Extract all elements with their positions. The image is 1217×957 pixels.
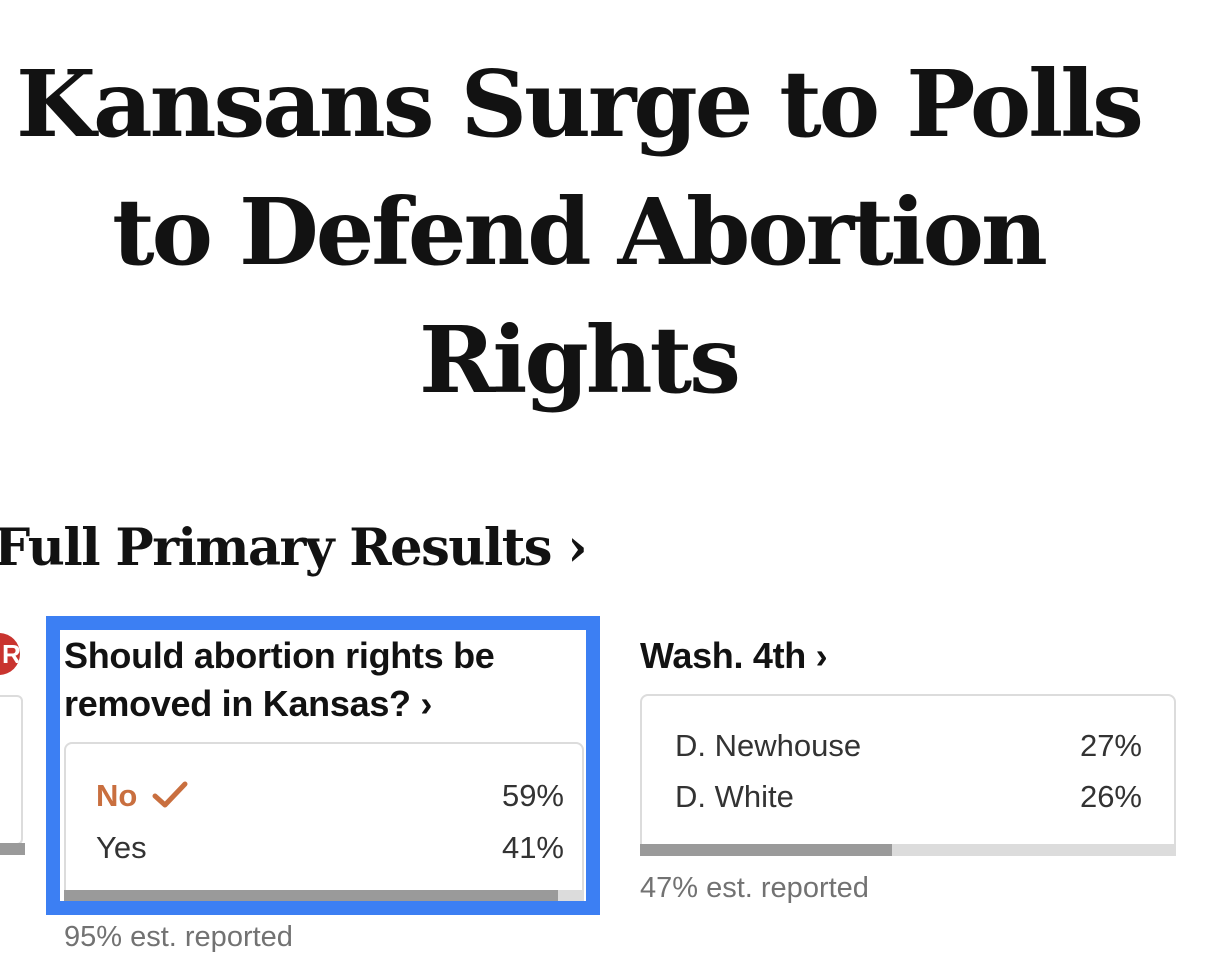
results-box: D. Newhouse 27% D. White 26% bbox=[640, 694, 1176, 854]
full-primary-results-link[interactable]: Full Primary Results › bbox=[0, 518, 588, 578]
reporting-progress-fill bbox=[64, 890, 558, 902]
candidate-name: D. Newhouse bbox=[675, 728, 862, 763]
reporting-progress-fill bbox=[640, 844, 892, 856]
previous-race-progress-bar bbox=[0, 843, 25, 855]
reporting-progress-bar bbox=[640, 844, 1176, 856]
result-row-yes: Yes 41% bbox=[66, 822, 582, 874]
race-title-link[interactable]: Should abortion rights be removed in Kan… bbox=[64, 635, 495, 724]
result-row-newhouse: D. Newhouse 27% bbox=[642, 720, 1174, 772]
headline: Kansans Surge to Polls to Defend Abortio… bbox=[16, 50, 1144, 414]
party-badge-letter: R bbox=[2, 639, 20, 669]
race-card-wash-4th[interactable]: Wash. 4th › D. Newhouse 27% D. White 26%… bbox=[640, 632, 1176, 912]
results-box: No 59% Yes 41% bbox=[64, 742, 584, 902]
candidate-percent: 59% bbox=[501, 778, 564, 813]
race-card-kansas-abortion[interactable]: Should abortion rights be removed in Kan… bbox=[64, 632, 584, 953]
republican-party-badge: R bbox=[0, 633, 20, 675]
reported-status: 95% est. reported bbox=[64, 921, 293, 953]
result-row-white: D. White 26% bbox=[642, 771, 1174, 823]
candidate-percent: 41% bbox=[501, 830, 564, 865]
reporting-progress-bar bbox=[64, 890, 584, 902]
candidate-percent: 27% bbox=[1079, 728, 1142, 763]
previous-race-card[interactable] bbox=[0, 695, 23, 845]
candidate-name: Yes bbox=[96, 830, 147, 865]
candidate-name: No bbox=[96, 778, 138, 813]
result-row-no: No 59% bbox=[66, 770, 582, 822]
candidate-name: D. White bbox=[675, 779, 794, 814]
candidate-percent: 26% bbox=[1079, 779, 1142, 814]
race-title-link[interactable]: Wash. 4th › bbox=[640, 635, 828, 676]
reported-status: 47% est. reported bbox=[640, 872, 869, 904]
checkmark-icon bbox=[152, 781, 188, 808]
